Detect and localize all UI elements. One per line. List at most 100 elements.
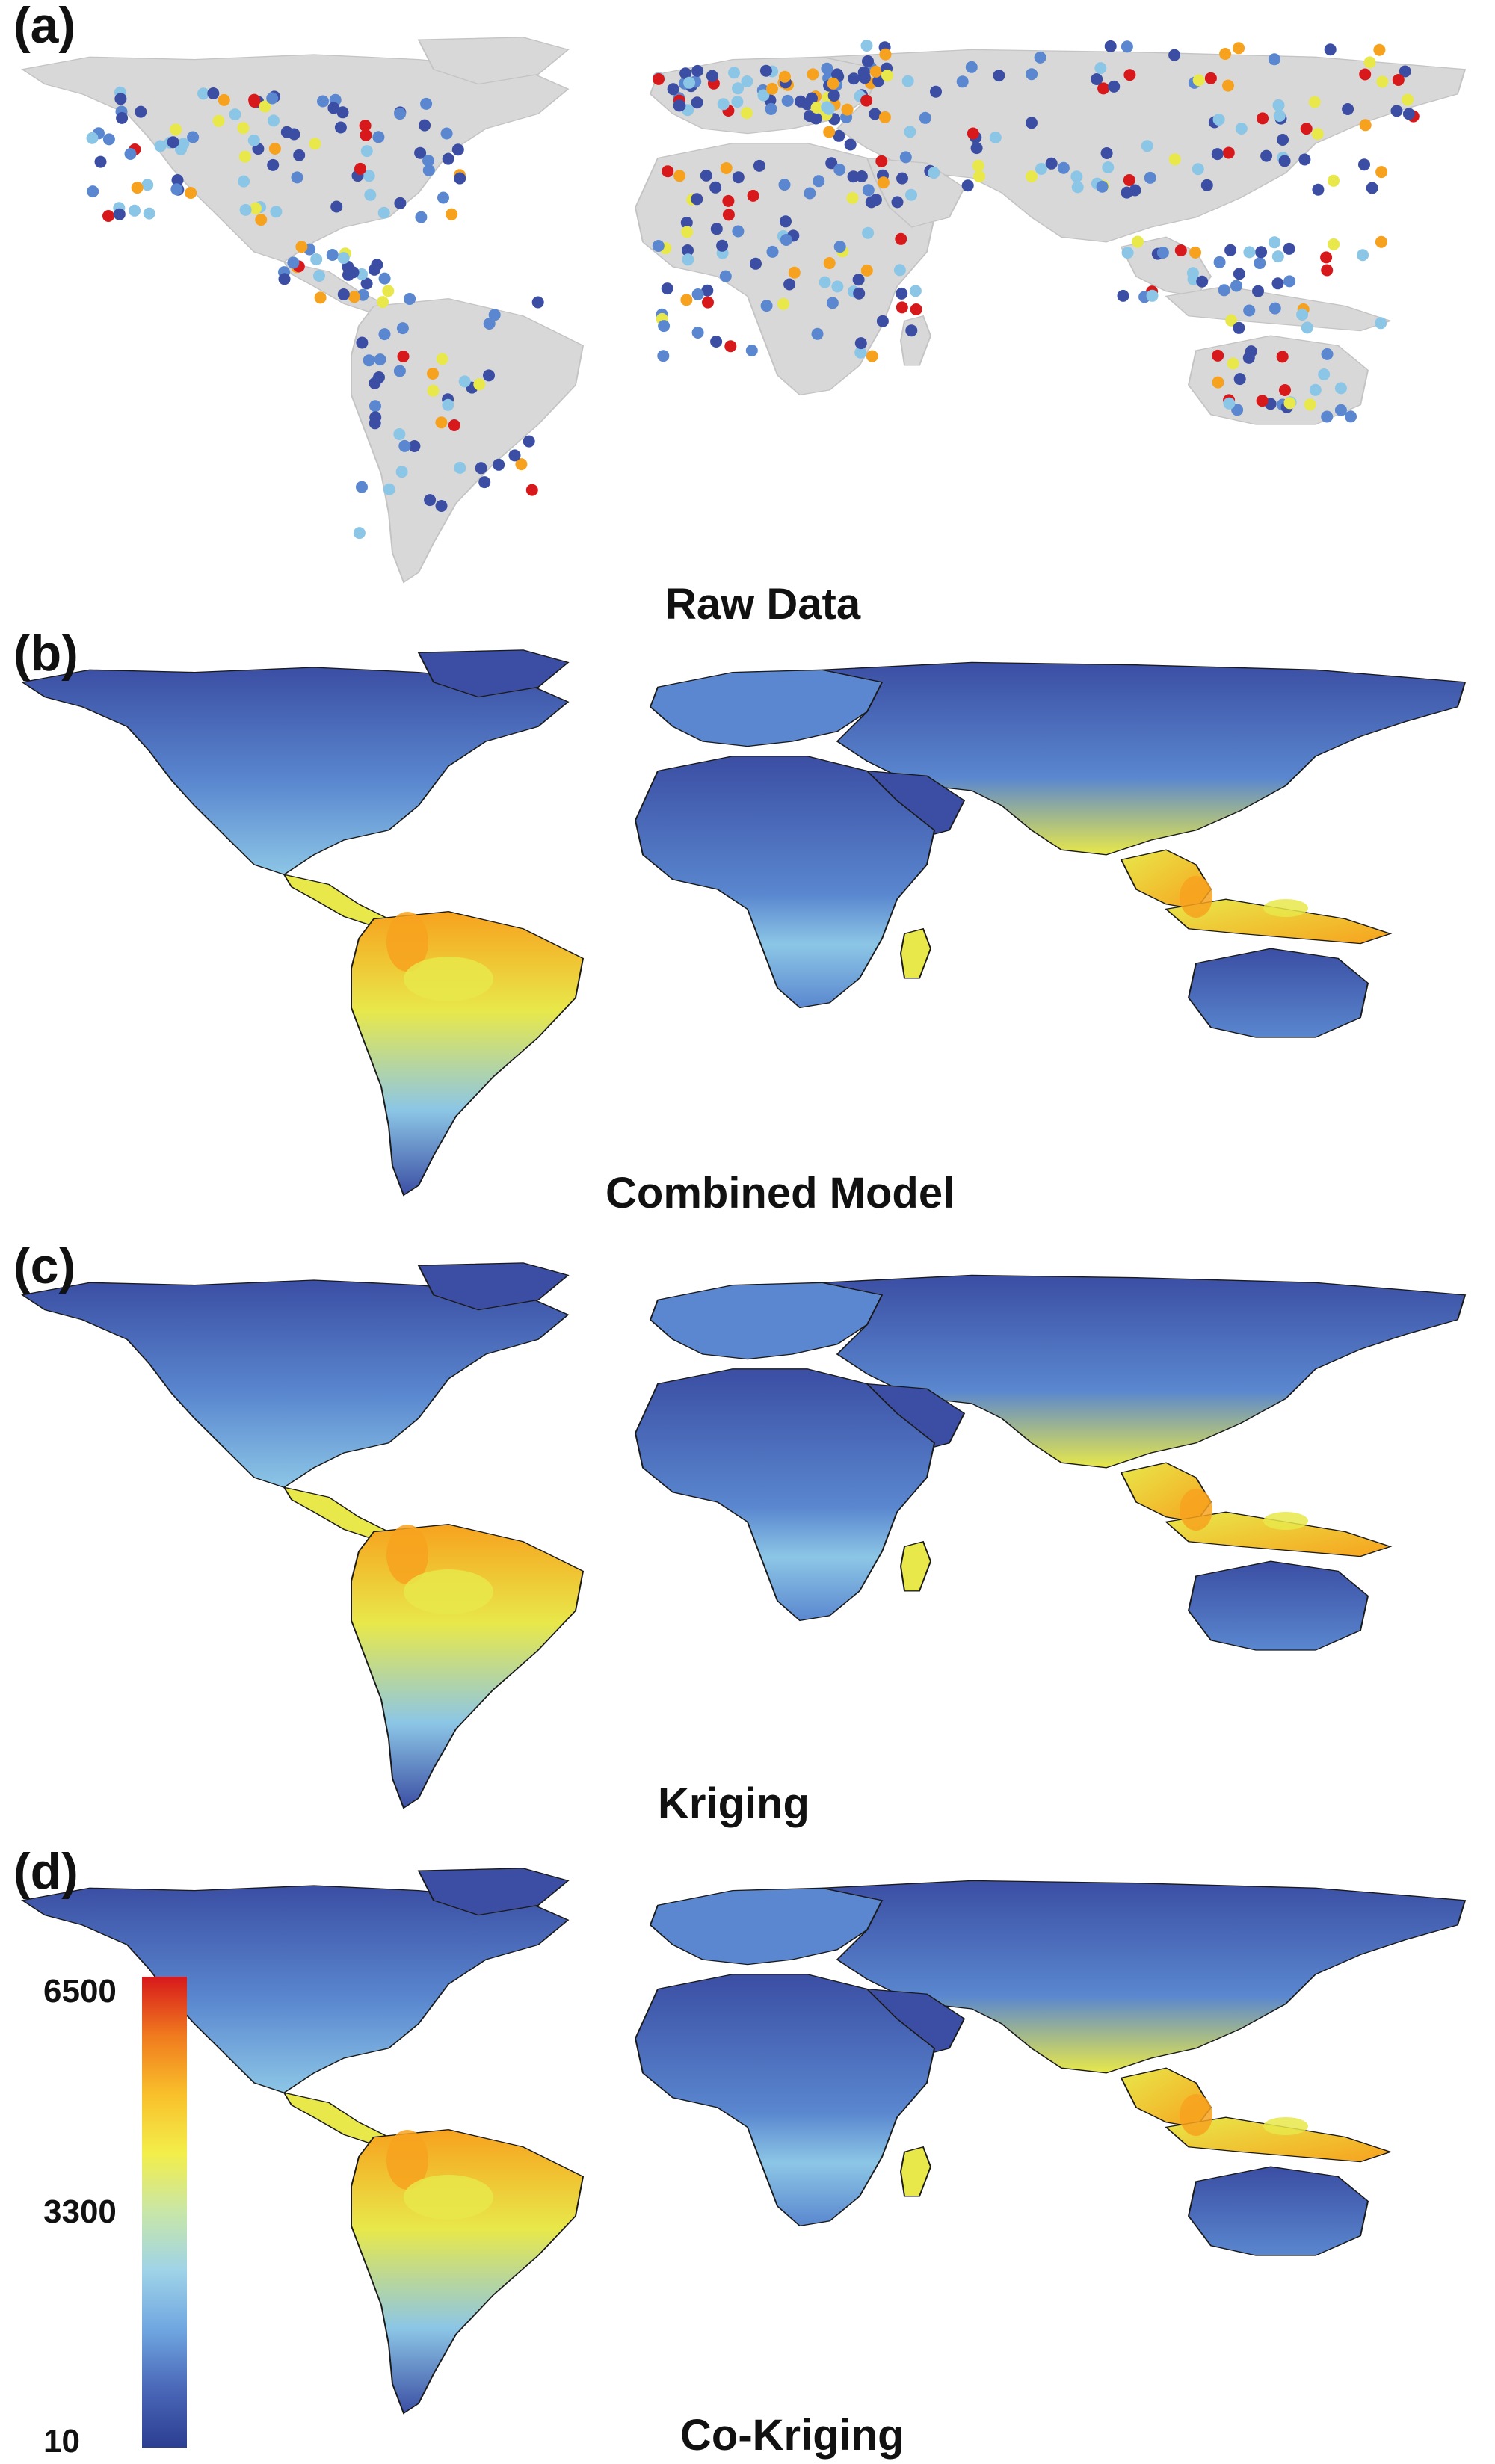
station-point: [853, 287, 866, 300]
station-point: [360, 277, 373, 290]
africa-region: [634, 1368, 936, 1622]
station-point: [928, 167, 940, 179]
station-point: [896, 287, 908, 300]
station-point: [905, 324, 918, 337]
central-america-region: [283, 2092, 390, 2146]
station-point: [869, 65, 882, 78]
station-point: [813, 175, 825, 188]
station-point: [783, 278, 796, 291]
station-point: [94, 155, 107, 168]
station-point: [1212, 376, 1224, 389]
greenland-region: [417, 1868, 570, 1916]
station-point: [989, 131, 1002, 143]
central-america-region: [283, 1486, 390, 1540]
station-point: [1256, 395, 1269, 407]
station-point: [691, 327, 704, 339]
station-point: [525, 484, 538, 496]
station-point: [862, 55, 874, 67]
station-point: [827, 77, 839, 90]
station-point: [356, 481, 368, 493]
station-point: [360, 129, 372, 141]
surface-land-layer: [21, 649, 1467, 1197]
station-point: [154, 140, 167, 152]
station-point: [377, 206, 390, 219]
station-point: [904, 126, 916, 138]
station-point: [1192, 74, 1205, 87]
asia-region: [822, 1880, 1467, 2074]
station-point: [238, 175, 250, 188]
station-point: [185, 187, 197, 199]
station-point: [1213, 256, 1226, 268]
station-point: [722, 194, 735, 207]
station-point: [1283, 242, 1295, 255]
station-point: [337, 288, 350, 300]
station-point: [1269, 236, 1281, 249]
madagascar-region: [899, 1540, 932, 1592]
station-point: [1189, 246, 1201, 259]
station-point: [1218, 284, 1230, 297]
station-point: [473, 378, 486, 391]
station-point: [291, 171, 303, 184]
station-point: [1311, 128, 1324, 141]
panel-d: (d) Co-Kriging: [0, 1846, 1495, 2464]
station-point: [248, 93, 261, 106]
station-point: [1196, 275, 1209, 288]
station-point: [1321, 264, 1334, 277]
station-point: [247, 134, 260, 146]
andes-hotspot: [386, 1525, 428, 1584]
north-america-region: [21, 1885, 570, 2094]
station-point: [1279, 384, 1291, 396]
station-point: [777, 297, 789, 310]
station-point: [373, 371, 385, 383]
station-point: [1211, 148, 1224, 161]
station-point: [1174, 244, 1187, 256]
station-point: [398, 439, 411, 452]
station-point: [177, 138, 190, 150]
amazon-hotspot: [404, 1569, 493, 1614]
station-point: [821, 101, 833, 114]
station-point: [393, 365, 406, 377]
station-point: [866, 350, 878, 362]
station-point: [1245, 345, 1257, 358]
station-point: [317, 95, 329, 108]
amazon-hotspot: [404, 2175, 493, 2220]
station-point: [131, 182, 144, 194]
station-point: [722, 209, 735, 221]
station-point: [753, 159, 765, 172]
amazon-hotspot: [404, 957, 493, 1001]
station-point: [337, 252, 350, 265]
borneo-hotspot: [1180, 2094, 1212, 2136]
station-point: [833, 164, 846, 176]
station-point: [811, 327, 824, 340]
station-point: [141, 179, 154, 191]
station-point: [1334, 382, 1347, 395]
station-point: [348, 291, 360, 303]
station-point: [143, 207, 155, 220]
station-point: [378, 328, 391, 341]
station-point: [1345, 410, 1357, 423]
station-point: [778, 70, 791, 83]
station-point: [1298, 153, 1311, 166]
station-point: [855, 170, 868, 182]
station-point: [458, 375, 471, 388]
station-point: [369, 411, 382, 424]
panel-letter: (b): [13, 625, 78, 682]
station-point: [395, 466, 408, 478]
station-point: [778, 179, 791, 191]
station-point: [1225, 314, 1238, 327]
surface-land-layer: [21, 1262, 1467, 1809]
station-point: [682, 253, 694, 266]
station-point: [1200, 179, 1213, 191]
europe-region: [649, 1282, 884, 1360]
station-point: [371, 259, 383, 271]
station-point: [905, 188, 917, 201]
station-point: [435, 416, 448, 429]
station-point: [1269, 302, 1281, 315]
station-point: [804, 187, 816, 200]
station-point: [1312, 183, 1325, 196]
station-point: [910, 303, 922, 315]
station-point: [841, 103, 854, 116]
station-point: [396, 322, 409, 335]
borneo-hotspot: [1180, 876, 1212, 918]
station-point: [1233, 321, 1245, 334]
